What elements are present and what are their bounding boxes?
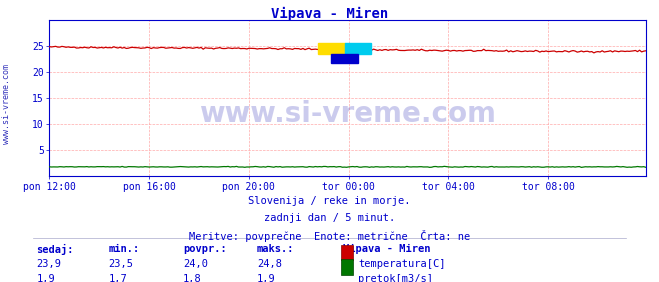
Text: 23,5: 23,5 [109,259,134,269]
Text: 23,9: 23,9 [36,259,61,269]
Text: 24,0: 24,0 [183,259,208,269]
Text: maks.:: maks.: [257,244,295,254]
Bar [345,43,372,54]
Bar [318,43,345,54]
Text: 24,8: 24,8 [257,259,282,269]
Text: 1,9: 1,9 [36,274,55,282]
Text: temperatura[C]: temperatura[C] [358,259,446,269]
Text: povpr.:: povpr.: [183,244,227,254]
Text: 1,9: 1,9 [257,274,275,282]
Text: sedaj:: sedaj: [36,244,74,255]
Text: Slovenija / reke in morje.: Slovenija / reke in morje. [248,196,411,206]
Text: 1,7: 1,7 [109,274,127,282]
Text: www.si-vreme.com: www.si-vreme.com [2,64,11,144]
Bar [331,54,358,63]
Text: Vipava - Miren: Vipava - Miren [343,244,430,254]
Text: www.si-vreme.com: www.si-vreme.com [199,100,496,128]
Text: min.:: min.: [109,244,140,254]
Text: Vipava - Miren: Vipava - Miren [271,7,388,21]
Text: zadnji dan / 5 minut.: zadnji dan / 5 minut. [264,213,395,223]
Text: Meritve: povprečne  Enote: metrične  Črta: ne: Meritve: povprečne Enote: metrične Črta:… [189,230,470,242]
Text: 1,8: 1,8 [183,274,202,282]
Text: pretok[m3/s]: pretok[m3/s] [358,274,434,282]
